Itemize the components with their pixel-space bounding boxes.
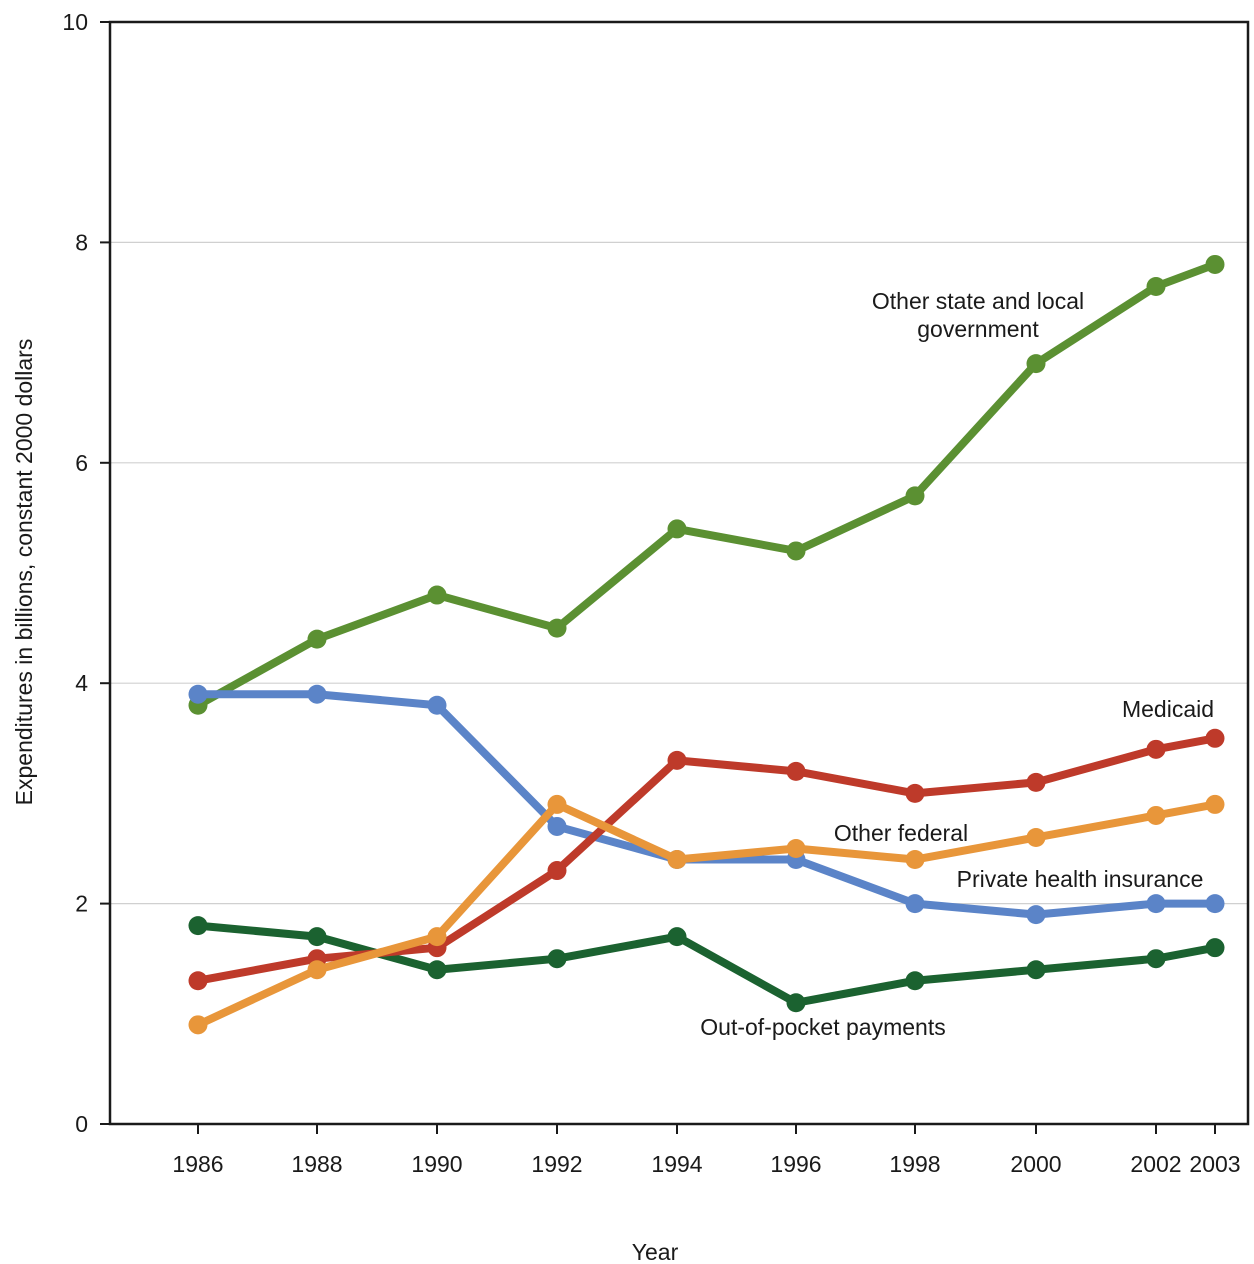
data-point-other-state-and-local-government-1992 [547, 618, 567, 638]
data-point-out-of-pocket-payments-1992 [547, 949, 567, 969]
data-point-out-of-pocket-payments-2002 [1146, 949, 1166, 969]
x-tick-label-2003: 2003 [1189, 1151, 1240, 1177]
y-tick-label-10: 10 [62, 9, 88, 35]
data-point-private-health-insurance-2003 [1205, 894, 1225, 914]
data-point-other-state-and-local-government-2003 [1205, 254, 1225, 274]
data-point-out-of-pocket-payments-2003 [1205, 938, 1225, 958]
series-other-state-and-local-government [188, 254, 1225, 715]
series-line-other-state-and-local-government [194, 260, 1219, 710]
data-point-medicaid-2003 [1205, 728, 1225, 748]
data-point-other-federal-2002 [1146, 805, 1166, 825]
x-tick-label-1988: 1988 [291, 1151, 342, 1177]
series-label-out-of-pocket-payments: Out-of-pocket payments [700, 1014, 945, 1040]
data-point-other-federal-2000 [1026, 827, 1046, 847]
data-point-medicaid-1998 [905, 783, 925, 803]
y-tick-label-6: 6 [75, 450, 88, 476]
series-lines [188, 254, 1225, 1035]
x-tick-label-1990: 1990 [411, 1151, 462, 1177]
data-point-private-health-insurance-1986 [188, 684, 208, 704]
data-point-private-health-insurance-1988 [307, 684, 327, 704]
y-tick-label-8: 8 [75, 229, 88, 255]
series-label-other-state-and-local-government: Other state and local government [872, 288, 1084, 342]
series-label-medicaid: Medicaid [1122, 696, 1214, 722]
data-point-other-federal-1994 [667, 850, 687, 870]
series-labels: Other state and local government Private h… [700, 288, 1214, 1040]
data-point-medicaid-2002 [1146, 739, 1166, 759]
data-point-out-of-pocket-payments-1998 [905, 971, 925, 991]
series-line-other-federal [194, 800, 1219, 1029]
data-point-other-state-and-local-government-1988 [307, 629, 327, 649]
data-point-other-state-and-local-government-2000 [1026, 354, 1046, 374]
x-tick-label-1998: 1998 [889, 1151, 940, 1177]
data-point-other-federal-1996 [786, 839, 806, 858]
data-point-medicaid-1986 [188, 971, 208, 991]
series-label-other-federal: Other federal [834, 820, 968, 846]
data-point-other-federal-1992 [547, 794, 567, 814]
data-point-medicaid-1994 [667, 750, 687, 770]
axes: 0 2 4 6 8 10 1986 1988 1990 1992 1994 1996 1998 2000 2… [62, 9, 1250, 1177]
data-point-private-health-insurance-2000 [1026, 905, 1046, 925]
series-line-private-health-insurance [194, 690, 1219, 919]
data-point-other-state-and-local-government-1994 [667, 519, 687, 539]
series-other-federal [188, 794, 1225, 1035]
y-tick-label-2: 2 [75, 891, 88, 917]
x-axis-title: Year [632, 1239, 679, 1264]
x-tick-label-2002: 2002 [1130, 1151, 1181, 1177]
data-point-medicaid-1992 [547, 861, 567, 881]
y-axis-title: Expenditures in billions, constant 2000 … [11, 339, 37, 806]
x-tick-label-1986: 1986 [172, 1151, 223, 1177]
data-point-other-federal-1990 [427, 927, 447, 947]
y-tick-label-0: 0 [75, 1111, 88, 1137]
data-point-medicaid-1996 [786, 761, 806, 781]
data-point-other-federal-1998 [905, 850, 925, 870]
data-point-other-state-and-local-government-1990 [427, 585, 447, 605]
series-label-private-health-insurance: Private health insurance [957, 866, 1204, 892]
data-point-out-of-pocket-payments-1994 [667, 927, 687, 947]
data-point-out-of-pocket-payments-1988 [307, 927, 327, 947]
x-tick-label-1996: 1996 [770, 1151, 821, 1177]
data-point-out-of-pocket-payments-1996 [786, 993, 806, 1013]
data-point-medicaid-2000 [1026, 772, 1046, 792]
data-point-other-state-and-local-government-1996 [786, 541, 806, 561]
data-point-other-federal-1988 [307, 960, 327, 980]
data-point-out-of-pocket-payments-1986 [188, 916, 208, 936]
data-point-other-federal-1986 [188, 1015, 208, 1035]
y-tick-label-4: 4 [75, 670, 88, 696]
data-point-other-federal-2003 [1205, 794, 1225, 814]
data-point-private-health-insurance-1990 [427, 695, 447, 715]
data-point-other-state-and-local-government-2002 [1146, 276, 1166, 296]
data-point-out-of-pocket-payments-1990 [427, 960, 447, 980]
data-point-private-health-insurance-2002 [1146, 894, 1166, 914]
x-tick-label-1994: 1994 [651, 1151, 702, 1177]
x-tick-label-2000: 2000 [1010, 1151, 1061, 1177]
plot-frame [108, 20, 1250, 1126]
data-point-out-of-pocket-payments-2000 [1026, 960, 1046, 980]
data-point-private-health-insurance-1992 [547, 816, 567, 836]
x-tick-label-1992: 1992 [531, 1151, 582, 1177]
data-point-private-health-insurance-1998 [905, 894, 925, 914]
data-point-other-state-and-local-government-1998 [905, 486, 925, 506]
